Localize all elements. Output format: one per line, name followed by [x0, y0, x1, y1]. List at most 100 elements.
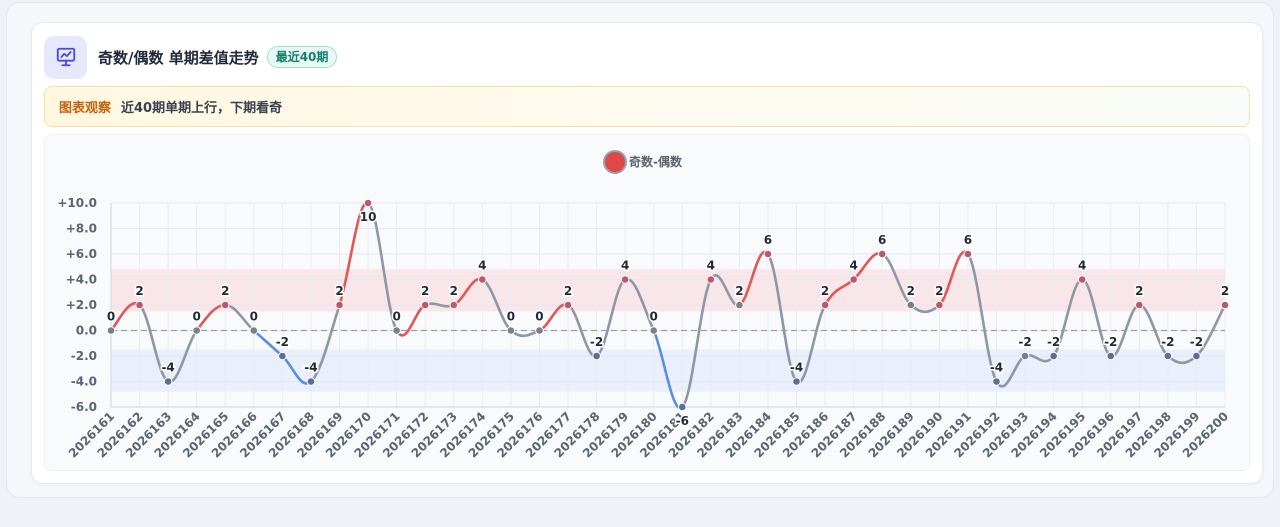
data-point[interactable]: [820, 300, 830, 310]
data-point[interactable]: [963, 249, 973, 259]
data-point[interactable]: [363, 198, 373, 208]
data-point[interactable]: [935, 300, 944, 310]
data-point[interactable]: [792, 377, 801, 386]
chart-title: 奇数/偶数 单期差值走势: [98, 48, 259, 67]
data-label: 6: [764, 233, 772, 247]
period-badge: 最近40期: [266, 46, 338, 68]
data-label: 4: [849, 259, 857, 273]
data-label: 2: [450, 284, 458, 298]
data-label: 2: [1135, 284, 1143, 298]
insight-banner: 图表观察 近40期单期上行，下期看奇: [44, 86, 1250, 127]
data-point[interactable]: [220, 300, 230, 310]
data-label: -2: [1161, 335, 1174, 349]
data-label: 2: [735, 284, 743, 298]
y-tick-label: 0.0: [76, 324, 97, 338]
data-label: 6: [878, 233, 886, 247]
presentation-chart-icon: [44, 35, 87, 79]
data-point[interactable]: [192, 326, 201, 335]
line-segment: [766, 252, 798, 383]
data-point[interactable]: [135, 300, 144, 310]
y-tick-label: +10.0: [57, 196, 97, 210]
data-point[interactable]: [906, 300, 916, 310]
data-label: 2: [135, 284, 143, 298]
data-point[interactable]: [1220, 300, 1230, 310]
line-segment: [366, 201, 398, 332]
line-segment: [966, 252, 998, 383]
data-label: 2: [935, 284, 943, 298]
line-segment: [680, 278, 713, 409]
data-point[interactable]: [1020, 351, 1030, 361]
data-label: 2: [1221, 284, 1229, 298]
data-point[interactable]: [249, 326, 259, 335]
legend-marker: [603, 150, 627, 174]
data-label: 0: [507, 310, 515, 324]
insight-label: 图表观察: [59, 101, 112, 116]
data-point[interactable]: [592, 351, 601, 361]
data-label: 4: [707, 259, 715, 273]
data-point[interactable]: [706, 275, 716, 284]
line-segment: [595, 278, 627, 358]
data-point[interactable]: [849, 275, 858, 284]
data-label: 0: [193, 310, 201, 324]
data-point[interactable]: [535, 326, 544, 335]
data-label: 10: [360, 210, 377, 224]
data-label: -4: [790, 361, 803, 375]
data-point[interactable]: [877, 249, 887, 259]
data-label: -2: [1104, 335, 1117, 349]
data-label: 2: [907, 284, 915, 298]
y-tick-label: +4.0: [66, 273, 97, 287]
data-label: -2: [590, 335, 603, 349]
data-point[interactable]: [106, 326, 116, 335]
data-label: 6: [964, 233, 972, 247]
data-point[interactable]: [392, 326, 401, 335]
data-point[interactable]: [1192, 351, 1201, 361]
data-label: 2: [221, 284, 229, 298]
data-label: 2: [421, 284, 429, 298]
data-point[interactable]: [335, 300, 344, 310]
data-label: 0: [535, 310, 543, 324]
data-label: 4: [1078, 259, 1086, 273]
data-point[interactable]: [563, 300, 573, 310]
y-tick-label: +8.0: [66, 222, 97, 236]
data-point[interactable]: [1077, 275, 1087, 284]
data-label: -2: [1018, 335, 1031, 349]
data-point[interactable]: [1106, 351, 1116, 361]
page-background: 奇数/偶数 单期差值走势 最近40期 图表观察 近40期单期上行，下期看奇 -6…: [6, 2, 1274, 498]
data-label: -4: [304, 361, 317, 375]
data-point[interactable]: [649, 326, 659, 335]
data-point[interactable]: [420, 300, 430, 310]
data-label: 0: [107, 310, 115, 324]
data-label: -4: [990, 361, 1003, 375]
line-segment: [309, 303, 341, 383]
insight-text: 近40期单期上行，下期看奇: [121, 101, 283, 116]
data-label: 2: [564, 284, 572, 298]
band-positive: [111, 269, 1225, 312]
line-chart: -6.0 -4.0 -2.0 0.0 +2.0 +4.0 +6.0 +8.0 +10.0 2 0 2 6…: [57, 150, 1231, 460]
data-point[interactable]: [306, 377, 316, 386]
y-tick-label: +6.0: [66, 247, 97, 261]
data-point[interactable]: [163, 377, 173, 386]
data-label: 0: [392, 310, 400, 324]
legend[interactable]: 奇数-偶数: [603, 150, 683, 174]
chart-card: 奇数/偶数 单期差值走势 最近40期 图表观察 近40期单期上行，下期看奇 -6…: [31, 22, 1263, 484]
data-point[interactable]: [735, 300, 744, 310]
data-point[interactable]: [1163, 351, 1173, 361]
chart-area: -6.0 -4.0 -2.0 0.0 +2.0 +4.0 +6.0 +8.0 +10.0 2 0 2 6…: [44, 134, 1250, 471]
y-tick-label: -4.0: [71, 375, 97, 389]
data-point[interactable]: [1049, 351, 1058, 361]
y-tick-label: +2.0: [66, 298, 97, 312]
data-label: 0: [250, 310, 258, 324]
y-tick-label: -2.0: [71, 349, 97, 363]
data-point[interactable]: [478, 275, 487, 284]
data-label: -4: [161, 361, 174, 375]
data-point[interactable]: [620, 275, 630, 284]
data-point[interactable]: [278, 351, 287, 361]
data-point[interactable]: [677, 402, 687, 412]
data-point[interactable]: [763, 249, 773, 259]
data-point[interactable]: [992, 377, 1001, 386]
data-label: -2: [276, 335, 289, 349]
data-point[interactable]: [1135, 300, 1144, 310]
data-label: 2: [335, 284, 343, 298]
data-point[interactable]: [449, 300, 459, 310]
data-point[interactable]: [506, 326, 516, 335]
